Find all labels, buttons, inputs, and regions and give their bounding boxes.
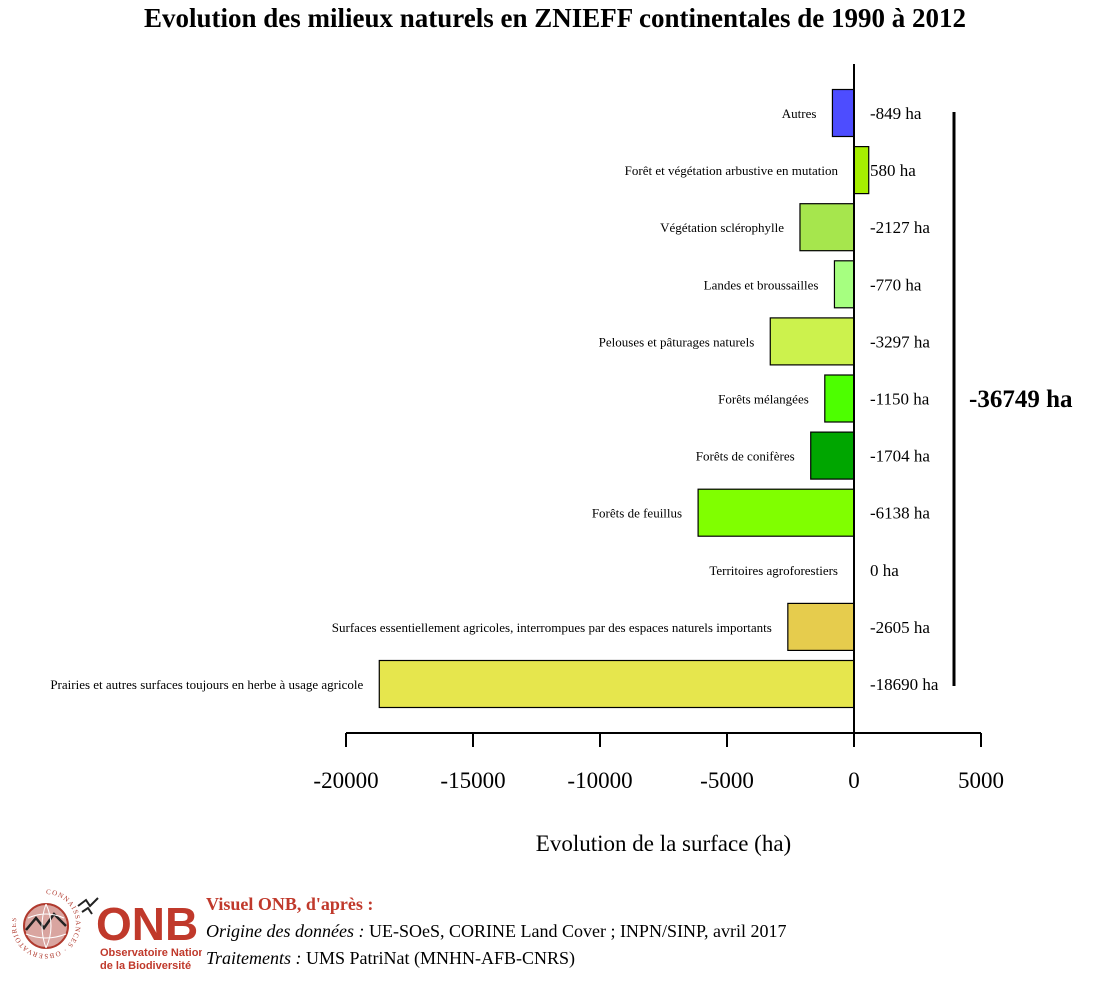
category-labels-layer: Autres Forêt et végétation arbustive en m… — [50, 106, 838, 692]
x-axis: -20000 -15000 -10000 -5000 0 5000 — [313, 732, 1004, 793]
value-label: -2605 ha — [870, 618, 930, 637]
bar — [833, 260, 855, 309]
bar — [824, 374, 855, 423]
value-label: 0 ha — [870, 561, 899, 580]
x-axis-title: Evolution de la surface (ha) — [536, 831, 791, 856]
bar — [799, 203, 855, 252]
logo-subtitle-2: de la Biodiversité — [100, 960, 191, 972]
x-tick-label: -15000 — [440, 768, 505, 793]
x-tick-label: -20000 — [313, 768, 378, 793]
onb-logo: CONNAISSANCES · OBSERVATOIRES ONB Observ… — [12, 888, 202, 972]
processing-label: Traitements : — [206, 948, 302, 968]
logo-subtitle-1: Observatoire National — [100, 947, 202, 959]
category-label: Végétation sclérophylle — [660, 220, 784, 235]
data-source-text: UE-SOeS, CORINE Land Cover ; INPN/SINP, … — [364, 921, 787, 941]
bar — [831, 88, 855, 138]
data-source-label: Origine des données : — [206, 921, 365, 941]
bird-icon — [77, 897, 99, 915]
value-label: -2127 ha — [870, 218, 930, 237]
processing-text: UMS PatriNat (MNHN-AFB-CNRS) — [301, 948, 576, 968]
value-label: -1150 ha — [870, 390, 930, 409]
value-label: -849 ha — [870, 104, 922, 123]
category-label: Surfaces essentiellement agricoles, inte… — [332, 620, 772, 635]
category-label: Forêts mélangées — [718, 392, 809, 407]
bar — [787, 602, 855, 652]
bar-chart: Autres Forêt et végétation arbustive en m… — [50, 64, 1073, 856]
bar — [378, 659, 855, 709]
bar — [769, 317, 855, 366]
category-label: Prairies et autres surfaces toujours en … — [50, 677, 363, 692]
value-label: -18690 ha — [870, 675, 939, 694]
category-label: Autres — [782, 106, 817, 121]
credit-processing: Traitements : UMS PatriNat (MNHN-AFB-CNR… — [206, 946, 575, 970]
bar — [697, 488, 855, 537]
category-label: Forêts de conifères — [696, 449, 795, 464]
category-label: Landes et broussailles — [704, 277, 819, 292]
x-tick-label: -5000 — [700, 768, 754, 793]
value-labels-layer: -849 ha 580 ha -2127 ha -770 ha -3297 ha -115… — [870, 104, 939, 694]
logo-text: ONB — [96, 898, 198, 950]
category-label: Forêts de feuillus — [592, 506, 682, 521]
x-tick-label: -10000 — [567, 768, 632, 793]
credit-heading: Visuel ONB, d'après : — [206, 894, 374, 914]
x-tick-label: 0 — [848, 768, 860, 793]
value-label: -3297 ha — [870, 332, 930, 351]
bar — [853, 146, 870, 195]
total-label: -36749 ha — [969, 386, 1073, 413]
value-label: 580 ha — [870, 161, 916, 180]
category-label: Forêt et végétation arbustive en mutatio… — [625, 163, 839, 178]
value-label: -6138 ha — [870, 504, 930, 523]
chart-title: Evolution des milieux naturels en ZNIEFF… — [143, 3, 967, 33]
credit-data-source: Origine des données : UE-SOeS, CORINE La… — [206, 919, 786, 943]
footer: CONNAISSANCES · OBSERVATOIRES ONB Observ… — [0, 880, 1110, 987]
value-label: -1704 ha — [870, 447, 930, 466]
value-label: -770 ha — [870, 275, 922, 294]
bars-layer — [378, 88, 870, 709]
bar — [810, 431, 855, 480]
category-label: Territoires agroforestiers — [709, 563, 838, 578]
globe-icon — [23, 903, 69, 949]
x-tick-label: 5000 — [958, 768, 1004, 793]
category-label: Pelouses et pâturages naturels — [599, 334, 755, 349]
